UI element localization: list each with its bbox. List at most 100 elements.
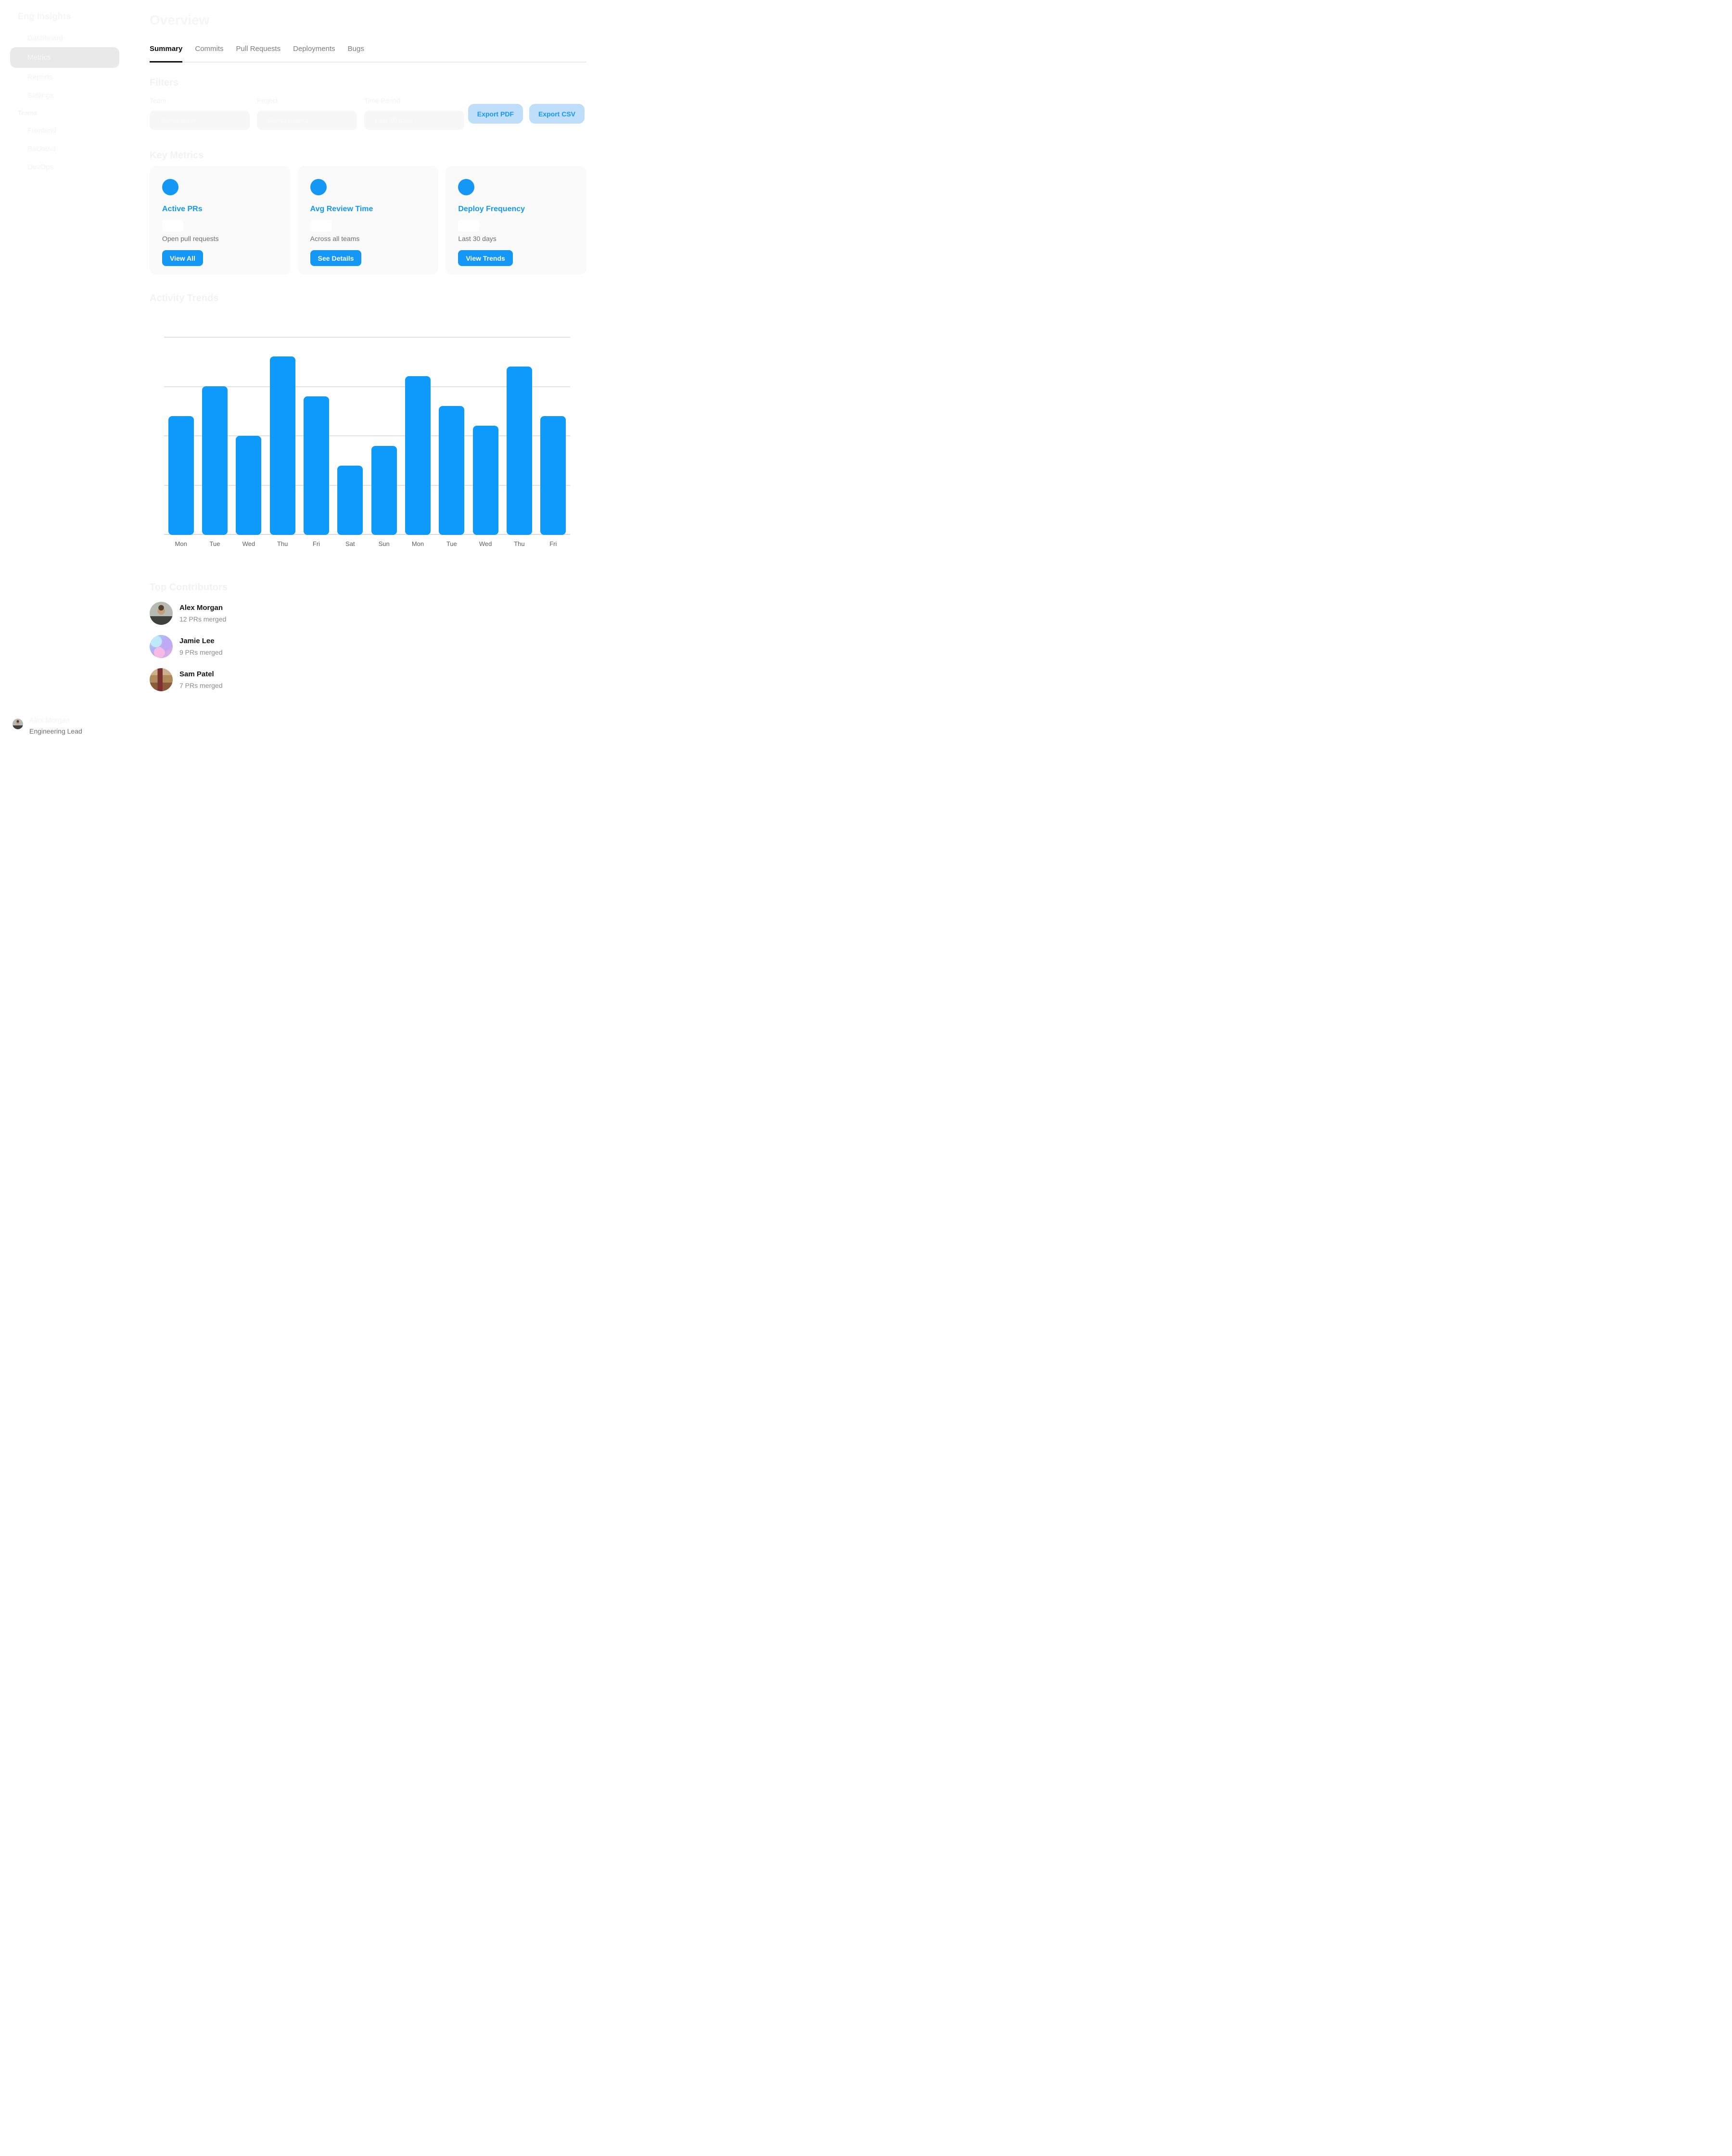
- metric-description: Across all teams: [310, 235, 360, 242]
- alex-portrait-photo: [150, 602, 173, 625]
- sidebar-item-dashboard[interactable]: Dashboard: [27, 34, 63, 42]
- sidebar-team-backend[interactable]: Backend: [27, 144, 56, 153]
- bar-wed-2: [236, 436, 262, 535]
- contributor-info: Jamie Lee 9 PRs merged: [179, 637, 222, 656]
- metric-card-avg-review-time: Avg Review Time Across all teams See Detai…: [297, 166, 439, 275]
- x-tick-sun-6: Sun: [378, 540, 390, 547]
- current-user-chip[interactable]: Alex Morgan Engineering Lead: [13, 716, 82, 735]
- contributor-name: Sam Patel: [179, 670, 214, 678]
- sidebar-item-settings[interactable]: Settings: [27, 91, 54, 100]
- filters-heading: Filters: [150, 77, 179, 88]
- sidebar: Eng Insights Dashboard Metrics Reports Sett…: [0, 0, 135, 743]
- chart-gridline: [164, 386, 570, 387]
- filter-value-team: Select team: [160, 116, 196, 124]
- x-tick-sat-5: Sat: [345, 540, 355, 547]
- contributors-list: Alex Morgan 12 PRs merged Jamie Lee 9 PRs m…: [150, 602, 226, 701]
- chart-bar-column: [536, 337, 570, 535]
- tab-deployments[interactable]: Deployments: [293, 45, 335, 53]
- tab-bar: Summary Commits Pull Requests Deployments Bu…: [150, 45, 586, 63]
- contributor-prs-merged: 7 PRs merged: [179, 682, 223, 689]
- chart-bar-column: [266, 337, 299, 535]
- tab-summary[interactable]: Summary: [150, 45, 183, 63]
- bar-tue-8: [439, 406, 465, 535]
- bar-mon-7: [405, 376, 431, 535]
- sidebar-team-frontend[interactable]: Frontend: [27, 126, 57, 135]
- key-metrics-heading: Key Metrics: [150, 150, 204, 161]
- metric-value-faded: [162, 220, 183, 231]
- jamie-abstract-art: [150, 635, 173, 658]
- chart-plot-area: [164, 337, 570, 535]
- tab-bugs[interactable]: Bugs: [347, 45, 364, 53]
- chart-gridline: [164, 534, 570, 535]
- sidebar-team-devops[interactable]: DevOps: [27, 163, 54, 171]
- x-tick-wed-2: Wed: [242, 540, 255, 547]
- bar-sun-6: [371, 446, 397, 535]
- chart-bar-column: [333, 337, 367, 535]
- blue-circle-icon: [458, 179, 475, 195]
- x-tick-fri-4: Fri: [312, 540, 320, 547]
- metric-description: Open pull requests: [162, 235, 219, 242]
- x-tick-wed-9: Wed: [479, 540, 492, 547]
- tab-pull-requests[interactable]: Pull Requests: [236, 45, 281, 53]
- chart-bar-column: [401, 337, 434, 535]
- filter-select-team[interactable]: Select team: [150, 111, 250, 130]
- filter-label-project: Project: [257, 97, 278, 104]
- filter-field-project: Project Select project: [257, 97, 357, 130]
- user-info: Alex Morgan Engineering Lead: [29, 716, 82, 735]
- chart-gridline: [164, 337, 570, 338]
- export-csv-button[interactable]: Export CSV: [529, 104, 585, 124]
- sidebar-item-reports[interactable]: Reports: [27, 73, 53, 81]
- contributor-name: Alex Morgan: [179, 604, 223, 612]
- metric-title: Deploy Frequency: [458, 205, 525, 213]
- app-brand: Eng Insights: [18, 12, 71, 21]
- page-title: Overview: [150, 13, 210, 27]
- x-tick-thu-3: Thu: [277, 540, 288, 547]
- bar-fri-11: [540, 416, 566, 535]
- chart-bar-column: [198, 337, 231, 535]
- chart-gridline: [164, 435, 570, 436]
- user-avatar: [13, 719, 23, 729]
- user-role: Engineering Lead: [29, 727, 82, 735]
- contributor-row-alex-morgan[interactable]: Alex Morgan 12 PRs merged: [150, 602, 226, 625]
- bar-fri-4: [303, 396, 329, 535]
- sam-construction-photo: [150, 668, 173, 691]
- chart-bar-column: [299, 337, 333, 535]
- chart-bar-column: [502, 337, 536, 535]
- x-tick-thu-10: Thu: [514, 540, 525, 547]
- metric-button-see-details[interactable]: See Details: [310, 250, 362, 266]
- x-tick-mon-0: Mon: [175, 540, 187, 547]
- x-tick-mon-7: Mon: [411, 540, 424, 547]
- chart-gridline: [164, 485, 570, 486]
- contributor-row-jamie-lee[interactable]: Jamie Lee 9 PRs merged: [150, 635, 226, 658]
- bar-wed-9: [472, 426, 498, 535]
- filter-select-project[interactable]: Select project: [257, 111, 357, 130]
- metric-title: Active PRs: [162, 205, 203, 213]
- x-tick-fri-11: Fri: [549, 540, 557, 547]
- blue-circle-icon: [162, 179, 178, 195]
- sidebar-item-metrics[interactable]: Metrics: [10, 47, 119, 68]
- chart-bar-column: [164, 337, 198, 535]
- filter-select-time-period[interactable]: Last 30 days: [364, 111, 464, 130]
- metric-value-faded: [310, 220, 331, 231]
- metric-card-active-prs: Active PRs Open pull requests View All: [150, 166, 291, 275]
- tab-commits[interactable]: Commits: [195, 45, 224, 53]
- export-pdf-button[interactable]: Export PDF: [468, 104, 523, 124]
- bar-mon-0: [168, 416, 194, 535]
- metric-button-view-all[interactable]: View All: [162, 250, 203, 266]
- export-buttons: Export PDF Export CSV: [468, 104, 585, 124]
- bar-thu-3: [269, 356, 295, 535]
- activity-trends-chart: Mon Tue Wed Thu Fri Sat Sun Mon Tue Wed Thu Fri: [164, 337, 570, 547]
- contributor-prs-merged: 9 PRs merged: [179, 648, 223, 656]
- contributor-info: Sam Patel 7 PRs merged: [179, 670, 222, 689]
- contributor-info: Alex Morgan 12 PRs merged: [179, 604, 226, 623]
- filter-value-project: Select project: [267, 116, 308, 124]
- metric-value-faded: [458, 220, 480, 231]
- metric-description: Last 30 days: [458, 235, 497, 242]
- bar-tue-1: [202, 386, 228, 535]
- x-tick-tue-8: Tue: [446, 540, 457, 547]
- filter-value-time-period: Last 30 days: [375, 116, 413, 124]
- user-name: Alex Morgan: [29, 716, 70, 724]
- main-content: Overview Summary Commits Pull Requests Depl…: [150, 0, 587, 743]
- metric-button-view-trends[interactable]: View Trends: [458, 250, 513, 266]
- contributor-row-sam-patel[interactable]: Sam Patel 7 PRs merged: [150, 668, 226, 691]
